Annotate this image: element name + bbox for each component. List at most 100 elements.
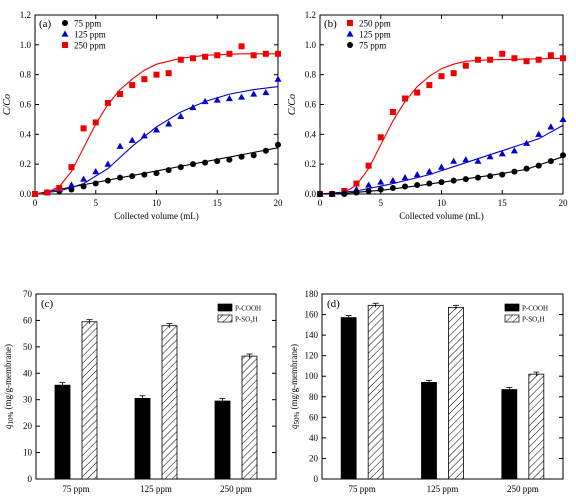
bar: [421, 381, 437, 480]
data-point: [377, 186, 384, 193]
y-tick-label: 0.8: [305, 70, 317, 80]
data-point: [474, 157, 482, 164]
x-tick-label: 10: [152, 198, 162, 208]
data-point: [153, 170, 160, 177]
y-tick-label: 0.0: [305, 189, 317, 199]
x-tick-label: 10: [437, 198, 447, 208]
data-point: [153, 126, 160, 133]
bar: [501, 389, 518, 480]
legend-label: P-COOH: [235, 305, 261, 313]
data-point: [523, 58, 530, 65]
data-point: [250, 152, 257, 159]
panel-label: (d): [327, 298, 340, 310]
y-tick-label: 30: [23, 395, 33, 405]
data-point: [499, 171, 506, 178]
data-point: [68, 186, 75, 193]
panel-label: (c): [41, 298, 54, 310]
data-point: [117, 91, 124, 98]
data-point: [250, 52, 257, 59]
data-point: [329, 191, 336, 197]
fit-curve: [34, 53, 278, 195]
y-axis-label: C/Co: [287, 94, 298, 115]
data-point: [559, 115, 567, 123]
data-point: [177, 56, 184, 63]
y-tick-label: 0: [28, 474, 33, 484]
y-tick-label: 140: [305, 330, 319, 340]
data-point: [510, 147, 518, 154]
data-point: [511, 168, 518, 175]
data-point: [560, 152, 566, 159]
data-point: [202, 159, 209, 166]
x-tick-label: 75 ppm: [62, 484, 89, 494]
data-point: [462, 62, 469, 69]
y-tick-label: 1.2: [305, 10, 316, 20]
bar: [340, 317, 357, 480]
data-point: [140, 132, 148, 139]
legend-marker: [62, 42, 68, 48]
panel-label: (a): [39, 18, 52, 30]
data-point: [104, 160, 112, 167]
data-point: [68, 164, 75, 171]
x-tick-label: 125 ppm: [427, 484, 459, 494]
x-axis-label: Collected volume (mL): [114, 211, 198, 221]
data-point: [377, 134, 384, 141]
legend-label: 250 ppm: [359, 19, 391, 29]
data-point: [377, 178, 385, 185]
data-point: [523, 165, 530, 172]
legend-marker: [61, 30, 69, 37]
legend-label: 250 ppm: [74, 41, 106, 51]
data-point: [547, 52, 554, 59]
data-point: [189, 103, 197, 111]
legend-swatch: [504, 314, 520, 323]
data-point: [238, 153, 245, 160]
data-point: [116, 142, 124, 149]
data-point: [44, 189, 51, 196]
legend-label: P-SO₃H: [235, 316, 258, 324]
data-point: [547, 158, 554, 165]
legend-label: 125 ppm: [359, 30, 391, 40]
legend-label: 75 ppm: [359, 41, 386, 51]
data-point: [165, 70, 172, 77]
data-point: [104, 177, 111, 184]
x-tick-label: 5: [94, 198, 99, 208]
legend-label: P-COOH: [522, 305, 548, 313]
data-point: [141, 76, 148, 83]
data-point: [535, 56, 542, 63]
y-tick-label: 180: [305, 289, 319, 299]
data-point: [353, 180, 360, 187]
data-point: [153, 71, 160, 78]
legend-marker: [347, 42, 353, 48]
data-point: [117, 174, 124, 181]
bar: [367, 304, 384, 480]
legend-swatch: [217, 303, 233, 312]
data-point: [511, 55, 518, 62]
bar: [448, 306, 464, 480]
data-point: [450, 70, 457, 77]
bar: [528, 373, 545, 480]
y-tick-label: 0.2: [20, 159, 31, 169]
x-tick-label: 75 ppm: [349, 484, 376, 494]
y-tick-label: 0.8: [20, 70, 32, 80]
data-point: [165, 120, 173, 127]
data-point: [177, 112, 185, 120]
data-point: [80, 183, 87, 190]
data-point: [92, 119, 99, 126]
x-tick-label: 15: [213, 198, 223, 208]
bar: [161, 325, 178, 480]
x-tick-label: 125 ppm: [140, 484, 172, 494]
x-tick-label: 0: [33, 198, 38, 208]
data-point: [499, 50, 506, 57]
data-point: [32, 191, 38, 197]
legend-label: P-SO₃H: [522, 316, 545, 324]
data-point: [214, 158, 221, 165]
data-point: [262, 88, 270, 96]
y-tick-label: 10: [23, 448, 33, 458]
y-tick-label: 0.4: [20, 129, 32, 139]
data-point: [486, 153, 494, 160]
data-point: [560, 55, 566, 62]
chart-1: 0 5 10 15 20 0.0 0.2 0.4 0.6 0.8 1.0 1.2 Collected v…: [287, 10, 568, 221]
legend-swatch: [217, 314, 233, 323]
data-point: [402, 95, 409, 102]
data-point: [213, 96, 221, 103]
chart-2: 0 10 20 30 40 50 60 70 q10% (mg/g-membrane) (c) 75…: [3, 289, 277, 494]
